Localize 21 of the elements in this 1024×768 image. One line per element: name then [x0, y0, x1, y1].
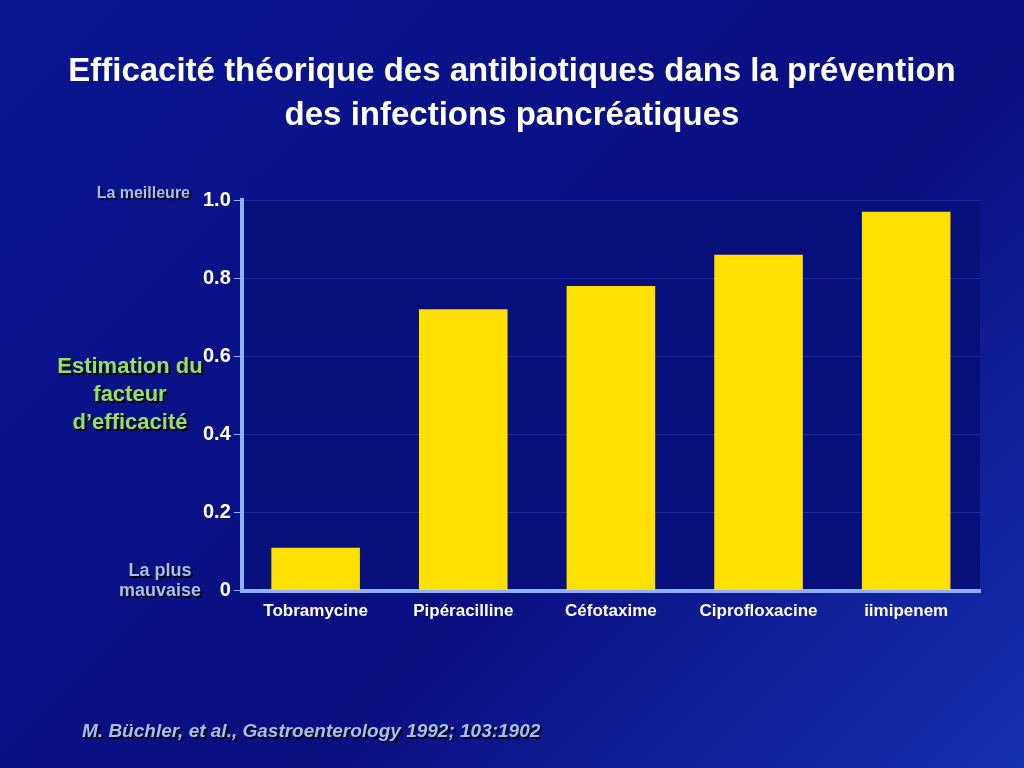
text: La meilleure: [95, 184, 190, 202]
bar: [418, 309, 508, 591]
y-axis-title: Estimation du facteur d’efficacité: [57, 353, 203, 434]
text: La plus mauvaise: [117, 560, 203, 600]
bar: [271, 547, 360, 591]
y-tick-label: 0: [219, 578, 231, 601]
y-tick-label: 0.8: [202, 265, 231, 288]
bar: [566, 285, 656, 591]
bar: [714, 254, 803, 591]
y-tick-label: 0.6: [202, 343, 231, 366]
x-tick-label: Céfotaxime: [565, 601, 657, 621]
y-tick-label: 1.0: [202, 187, 231, 210]
x-tick-label: Pipéracilline: [413, 601, 514, 621]
y-tick-label: 0.4: [202, 421, 232, 444]
x-tick-label: iimipenem: [864, 601, 949, 621]
y-tick-label: 0.2: [202, 500, 231, 522]
chart-title: Efficacité théorique des antibiotiques dans la prévention des infections pancréatiques: [67, 50, 957, 134]
bar: [861, 211, 951, 591]
x-tick-label: Tobramycine: [263, 601, 368, 621]
text: M. Büchler, et al., Gastroenterology 1992; 103:1902: [82, 720, 541, 742]
x-tick-label: Ciprofloxacine: [699, 601, 818, 621]
